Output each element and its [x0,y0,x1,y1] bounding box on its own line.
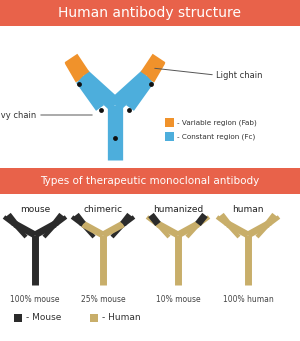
Text: Light chain: Light chain [216,71,262,79]
Text: Heavy chain: Heavy chain [0,110,36,119]
Text: Human antibody structure: Human antibody structure [58,6,242,20]
Text: 100% human: 100% human [223,295,273,304]
Text: Types of therapeutic monoclonal antibody: Types of therapeutic monoclonal antibody [40,176,260,186]
Text: humanized: humanized [153,205,203,214]
Text: - Human: - Human [102,313,141,323]
Text: - Constant region (Fc): - Constant region (Fc) [177,133,255,140]
Text: human: human [232,205,264,214]
Bar [165,118,174,127]
Text: mouse: mouse [20,205,50,214]
Bar [90,314,98,322]
Bar [0,168,300,194]
Text: 100% mouse: 100% mouse [10,295,60,304]
Text: - Variable region (Fab): - Variable region (Fab) [177,119,257,126]
Text: 25% mouse: 25% mouse [81,295,125,304]
Bar [165,132,174,141]
Bar [14,314,22,322]
Bar [0,0,300,26]
Text: - Mouse: - Mouse [26,313,62,323]
Text: chimeric: chimeric [83,205,123,214]
Text: 10% mouse: 10% mouse [156,295,200,304]
